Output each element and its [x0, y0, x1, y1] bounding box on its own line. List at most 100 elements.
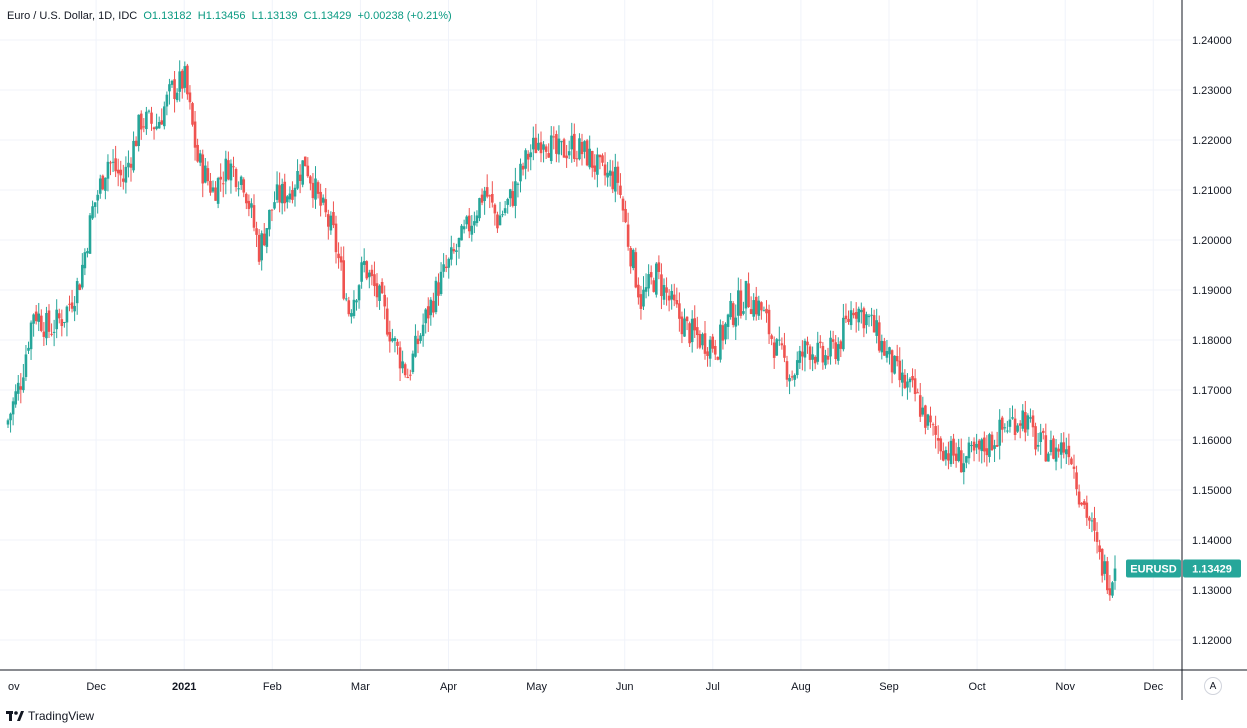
candle-body — [411, 353, 415, 373]
candle — [452, 242, 456, 254]
candle — [667, 289, 671, 312]
candle-body — [734, 317, 738, 327]
candle — [639, 285, 643, 320]
candle — [78, 283, 82, 291]
candle — [834, 335, 837, 365]
candle-body — [985, 448, 989, 456]
candle — [865, 311, 868, 334]
candle — [752, 293, 755, 321]
candle — [675, 287, 679, 308]
candle-body — [652, 280, 656, 292]
candle — [291, 181, 294, 204]
candle-body — [168, 84, 171, 92]
candle — [370, 264, 374, 286]
candle-body — [726, 314, 730, 327]
candle — [183, 61, 187, 93]
candle-body — [1052, 438, 1055, 459]
candle — [311, 173, 315, 208]
candle — [450, 235, 453, 266]
candle-body — [508, 189, 512, 199]
candle — [227, 151, 230, 181]
candle — [642, 276, 645, 310]
candle — [854, 302, 858, 333]
candle — [178, 60, 181, 102]
time-tick-label: Mar — [351, 681, 370, 693]
candle-body — [19, 386, 23, 390]
candle — [426, 297, 430, 332]
auto-scale-button[interactable]: A — [1204, 677, 1222, 695]
candle-body — [637, 284, 640, 298]
candle — [114, 145, 117, 178]
candle — [1077, 484, 1081, 508]
candle — [939, 436, 943, 460]
candle-body — [265, 228, 269, 247]
candle — [219, 163, 222, 192]
candle — [406, 368, 410, 379]
candle-body — [239, 176, 243, 185]
candle-body — [596, 154, 599, 175]
candle — [1072, 454, 1076, 479]
candle-body — [450, 247, 453, 260]
price-tick-label: 1.17000 — [1192, 385, 1232, 397]
candle-body — [665, 287, 668, 293]
candle-body — [467, 215, 471, 232]
candle — [1026, 413, 1030, 436]
tradingview-branding[interactable]: TradingView — [6, 709, 94, 723]
candle — [921, 396, 925, 417]
candle — [237, 181, 240, 197]
candle-body — [931, 424, 935, 426]
candle-body — [283, 181, 287, 204]
candle — [378, 284, 381, 310]
candle — [867, 313, 871, 327]
candle-body — [24, 354, 28, 377]
candle-body — [537, 142, 540, 150]
candle-body — [1006, 430, 1009, 432]
candle — [511, 181, 515, 208]
candle — [918, 382, 922, 423]
candle-body — [1111, 582, 1114, 596]
candle — [965, 455, 968, 469]
candle — [829, 330, 832, 365]
candle-body — [296, 170, 299, 189]
candle-body — [549, 135, 553, 162]
candle — [606, 161, 609, 187]
candle — [1029, 408, 1032, 423]
candle-body — [45, 313, 48, 339]
candle-body — [260, 233, 263, 261]
candle — [747, 272, 750, 308]
candle — [1100, 548, 1104, 583]
candle — [1006, 420, 1009, 434]
candle — [954, 442, 958, 468]
candle-body — [439, 271, 443, 295]
candle-body — [398, 347, 402, 369]
candle-body — [286, 196, 289, 203]
candle — [109, 160, 112, 176]
candle-body — [519, 163, 522, 182]
candle — [716, 356, 720, 361]
candle-body — [1082, 501, 1086, 505]
candle-body — [191, 103, 194, 125]
candle-body — [1085, 502, 1089, 518]
candle — [409, 369, 412, 381]
candle — [209, 172, 212, 196]
candle-body — [724, 323, 727, 340]
candle-body — [245, 193, 248, 204]
candle-body — [47, 310, 51, 332]
candle — [1095, 522, 1099, 554]
candle — [593, 154, 597, 180]
candle-body — [675, 300, 679, 305]
candle — [772, 336, 776, 369]
candle-body — [273, 202, 276, 209]
candle — [729, 292, 732, 320]
candle-body — [880, 340, 884, 353]
candle-body — [473, 221, 476, 226]
candle — [721, 321, 725, 350]
candle-body — [1049, 440, 1053, 453]
candle — [749, 296, 753, 315]
candle — [765, 300, 768, 323]
candle — [155, 113, 158, 131]
candle — [795, 351, 799, 379]
candle — [731, 301, 735, 328]
candle — [757, 295, 761, 321]
